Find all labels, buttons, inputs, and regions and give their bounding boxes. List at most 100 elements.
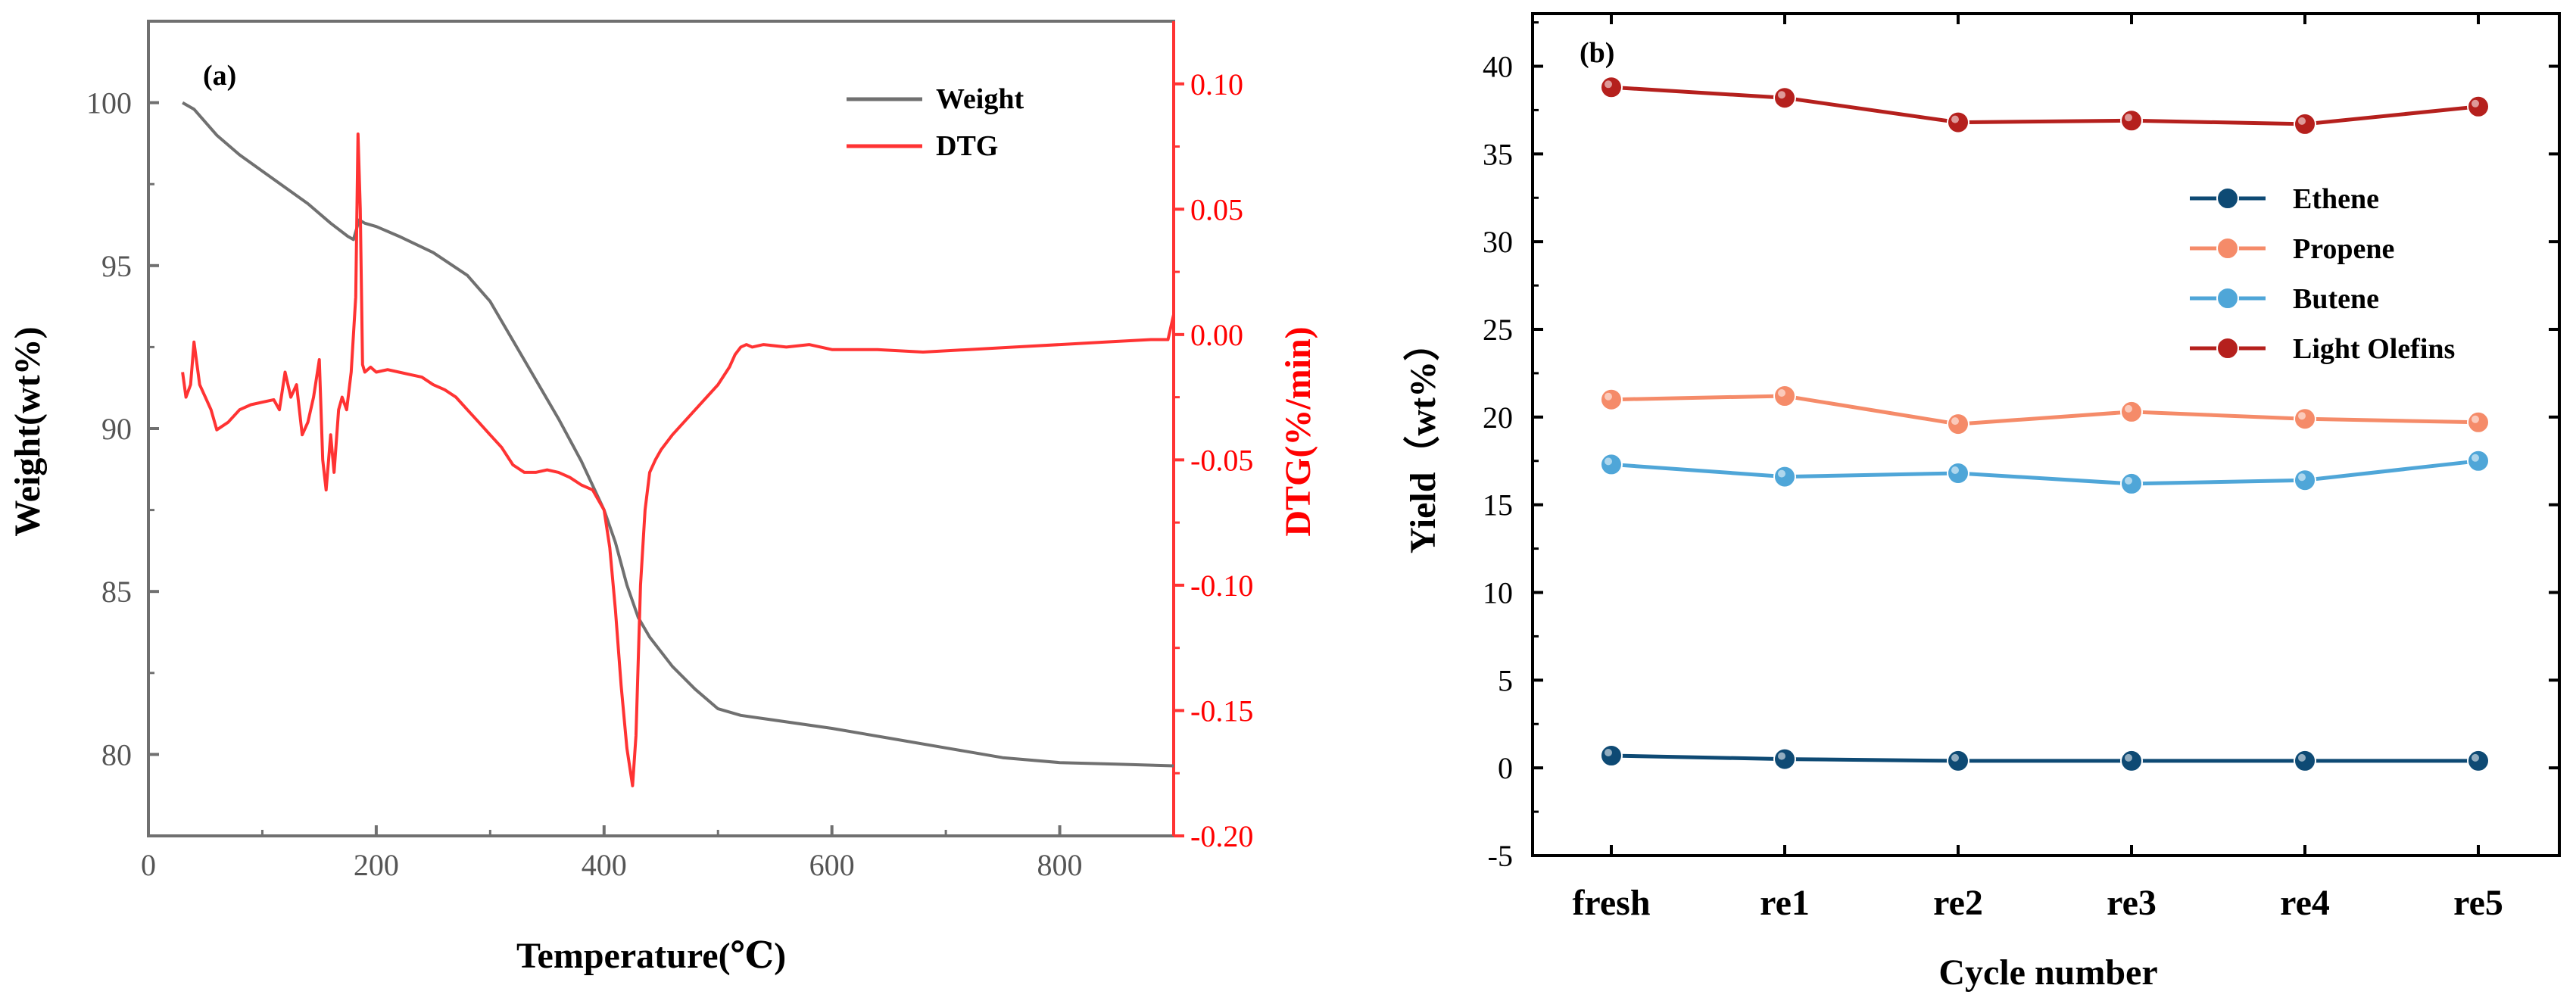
panel-a-right-tick-label: -0.15 [1190,694,1253,728]
panel-b-point-light-olefins [2467,95,2490,118]
panel-b-point-light-olefins [1773,86,1796,110]
panel-b-y-tick-label: 10 [1483,576,1513,610]
panel-b-category-label: re5 [2453,883,2503,923]
panel-a-right-tick-label: 0.00 [1190,318,1243,352]
panel-a-y-tick-label: 80 [101,737,132,772]
panel-b-point-light-olefins [2294,112,2316,136]
panel-b-category-label: re4 [2280,883,2330,923]
panel-b-line-light-olefins [1611,85,2479,126]
legend-label-weight: Weight [936,83,1024,115]
legend-swatch-marker-propene [2216,237,2239,260]
panel-b-point-highlight [1951,466,1959,474]
panel-b-point-ethene [2294,749,2316,772]
panel-a-series [181,101,1175,787]
panel-b-y-tick-label: -5 [1488,839,1513,873]
panel-b-point-butene [1773,465,1796,488]
panel-a-x-tick-label: 200 [354,848,399,882]
panel-b-x-axis-title: Cycle number [1938,952,2157,993]
panel-b-point-ethene [2467,749,2490,772]
legend-swatch-marker-butene [2216,287,2239,310]
panel-b-point-highlight [2125,114,2132,122]
panel-a-x-tick-label: 800 [1037,848,1083,882]
panel-b-point-highlight [2298,473,2306,482]
panel-b-point-highlight [2125,404,2132,413]
panel-b-point-highlight [2298,753,2306,762]
panel-b-category-label: re3 [2107,883,2157,923]
panel-b-point-highlight [1951,115,1959,123]
panel-b-line-propene [1611,394,2479,426]
panel-b-point-butene [2294,469,2316,492]
panel-b-frame [1531,12,2561,857]
panel-b-point-highlight [1951,753,1959,762]
panel-b-category-label: re1 [1760,883,1810,923]
panel-a-x-axis-title: Temperature(℃) [516,936,786,976]
panel-b-point-propene [1600,388,1623,411]
panel-b-point-ethene [2120,749,2143,772]
panel-b-point-ethene [1600,744,1623,767]
panel-b-y-tick-label: 0 [1498,751,1513,785]
panel-b-point-ethene [1773,747,1796,771]
panel-a-y-tick-label: 90 [101,412,132,446]
panel-b-point-highlight [1778,389,1785,397]
legend-label-dtg: DTG [936,130,998,162]
panel-a-y-tick-label: 85 [101,575,132,609]
panel-b-point-highlight [1605,392,1612,401]
panel-b-point-butene [1600,453,1623,476]
panel-a-y-tick-label: 95 [101,249,132,283]
panel-b-point-light-olefins [2120,109,2143,132]
panel-a-series-dtg [181,132,1175,787]
legend-label-light-olefins: Light Olefins [2293,333,2455,365]
legend-label-butene: Butene [2293,283,2379,315]
panel-b-line-butene [1611,459,2479,486]
panel-b-y-tick-label: 25 [1483,313,1513,347]
panel-b-y-tick-label: 15 [1483,488,1513,522]
panel-b-point-highlight [1951,417,1959,426]
panel-b-point-highlight [2472,753,2479,762]
panel-b-point-highlight [1605,457,1612,466]
panel-a-label: (a) [203,60,236,92]
panel-b-point-highlight [1778,469,1785,478]
panel-b-point-highlight [2125,476,2132,485]
panel-b-point-highlight [2125,753,2132,762]
panel-b-point-propene [1773,385,1796,407]
panel-b-point-butene [2467,449,2490,472]
legend-label-ethene: Ethene [2293,183,2379,215]
panel-b-point-propene [2294,407,2316,431]
panel-a-y-left-axis-title: Weight(wt%) [8,326,48,536]
panel-b-point-highlight [2298,117,2306,125]
panel-b-point-highlight [1605,80,1612,89]
panel-a-right-tick-label: -0.05 [1190,443,1253,477]
panel-b-point-butene [2120,472,2143,495]
panel-b-y-tick-label: 30 [1483,225,1513,259]
panel-a-y-tick-label: 100 [86,86,132,120]
panel-b-point-highlight [2472,415,2479,423]
panel-b-point-highlight [1605,749,1612,756]
panel-b-point-butene [1947,462,1969,485]
panel-b-point-ethene [1947,749,1969,772]
legend-swatch-marker-ethene [2216,187,2239,210]
panel-a-series-weight [182,101,1174,768]
panel-a-x-tick-label: 600 [809,848,855,882]
panel-a-y-right-axis-title: DTG(%/min) [1278,326,1318,536]
panel-b-point-light-olefins [1947,111,1969,134]
panel-b-point-highlight [2472,454,2479,462]
panel-b-y-tick-label: 20 [1483,401,1513,435]
panel-a-y-right-ticks: -0.20 -0.15 -0.10 -0.05 0.00 0.05 0.10 [1174,67,1253,853]
panel-b-point-highlight [1778,752,1785,760]
panel-b-x-ticks: fresh re1 re2 re3 re4 re5 [1572,14,2503,923]
panel-b-y-tick-label: 40 [1483,50,1513,84]
panel-a-right-tick-label: 0.05 [1190,192,1243,226]
panel-a-right-tick-label: -0.20 [1190,819,1253,853]
panel-b-point-highlight [2298,412,2306,420]
panel-a-y-left-ticks: 80 85 90 95 100 [86,20,159,772]
panel-b-legend: Ethene Propene Butene Light Olefins [2190,183,2455,365]
panel-b-y-tick-label: 35 [1483,137,1513,171]
panel-b-point-highlight [1778,91,1785,99]
panel-b-point-highlight [2472,99,2479,108]
panel-a-x-ticks: 0 200 400 600 800 [141,825,1083,882]
legend-label-propene: Propene [2293,233,2394,265]
panel-a-right-tick-label: -0.10 [1190,569,1253,603]
panel-b-point-light-olefins [1600,76,1623,99]
